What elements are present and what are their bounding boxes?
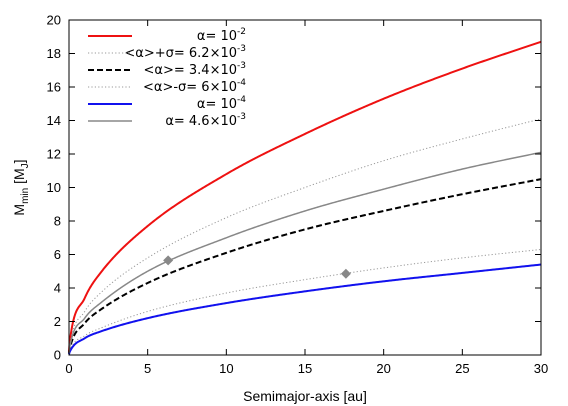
legend-label-2: <α>+σ= 6.2×10-3 (124, 44, 246, 61)
legend-label-6: α= 4.6×10-3 (165, 112, 246, 129)
x-tick-label: 25 (455, 361, 469, 376)
ticks-layer: 0 5 10 15 20 25 30 0 2 4 6 8 10 12 14 16 18 20 (47, 13, 549, 377)
x-tick-label: 5 (144, 361, 151, 376)
y-tick-label: 12 (47, 147, 61, 162)
y-tick-label: 18 (47, 46, 61, 61)
legend-label-5: α= 10-4 (197, 95, 246, 112)
y-tick-label: 4 (54, 281, 61, 296)
y-tick-label: 2 (54, 314, 61, 329)
y-axis-label: Mmin [MJ] (11, 159, 31, 215)
x-tick-label: 30 (534, 361, 548, 376)
legend-label-3: <α>= 3.4×10-3 (144, 61, 246, 78)
series-layer (68, 40, 542, 356)
legend-label-1: α= 10-2 (197, 27, 246, 44)
series-line-3 (68, 178, 542, 355)
y-tick-label: 8 (54, 214, 61, 229)
x-tick-label: 0 (65, 361, 72, 376)
plot-frame (68, 19, 542, 356)
series-line-2 (68, 118, 542, 353)
x-axis-label: Semimajor-axis [au] (243, 388, 367, 404)
points-layer (163, 255, 351, 279)
diamond-point-2 (340, 268, 351, 279)
y-tick-label: 14 (47, 113, 61, 128)
series-line-6 (68, 151, 542, 354)
y-tick-label: 20 (47, 13, 61, 28)
y-tick-label: 16 (47, 80, 61, 95)
x-tick-label: 20 (376, 361, 390, 376)
series-line-5 (68, 263, 542, 356)
legend: α= 10-2<α>+σ= 6.2×10-3<α>= 3.4×10-3<α>-σ… (88, 27, 246, 129)
y-tick-label: 0 (54, 348, 61, 363)
x-tick-label: 15 (298, 361, 312, 376)
diamond-point-1 (163, 255, 174, 266)
x-tick-label: 10 (219, 361, 233, 376)
y-tick-label: 6 (54, 247, 61, 262)
series-line-4 (68, 248, 542, 355)
legend-label-4: <α>-σ= 6×10-4 (143, 78, 246, 95)
series-line-1 (68, 40, 542, 353)
y-tick-label: 10 (47, 180, 61, 195)
